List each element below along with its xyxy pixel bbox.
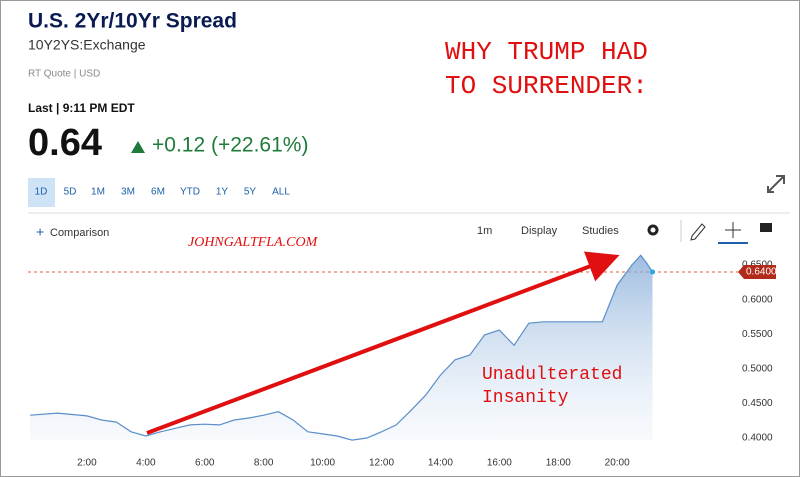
range-active [28, 178, 55, 207]
y-tick-label: 0.5000 [742, 363, 773, 374]
x-tick-label: 12:00 [369, 458, 394, 469]
headline: WHY TRUMP HAD [445, 37, 648, 67]
price: 0.64 [28, 122, 102, 164]
x-tick-label: 16:00 [487, 458, 512, 469]
interval[interactable]: 1m [477, 225, 492, 237]
y-tick-label: 0.4000 [742, 433, 773, 444]
x-tick-label: 20:00 [605, 458, 630, 469]
display[interactable]: Display [521, 225, 558, 237]
area [30, 255, 653, 441]
range-button[interactable]: 1D [35, 187, 48, 198]
expand-icon[interactable] [767, 175, 785, 193]
crosshair-icon[interactable] [725, 222, 741, 238]
plus: + [36, 224, 44, 240]
range-button[interactable]: ALL [272, 187, 290, 198]
settings-icon[interactable] [647, 224, 659, 236]
last-label: 0.6400 [746, 267, 777, 278]
symbol: 10Y2YS:Exchange [28, 37, 146, 53]
note-icon[interactable] [760, 223, 772, 232]
y-tick-label: 0.6000 [742, 294, 773, 305]
note: Insanity [482, 388, 569, 408]
y-tick-label: 0.4500 [742, 398, 773, 409]
range-button[interactable]: YTD [180, 187, 200, 198]
draw-icon[interactable] [690, 223, 706, 241]
headline: TO SURRENDER: [445, 71, 648, 101]
x-tick-label: 4:00 [136, 458, 156, 469]
quote-type: RT Quote | USD [28, 69, 100, 80]
x-tick-label: 2:00 [77, 458, 97, 469]
note: Unadulterated [482, 365, 622, 385]
x-tick-label: 10:00 [310, 458, 335, 469]
x-tick-label: 8:00 [254, 458, 274, 469]
range-button[interactable]: 5D [64, 187, 77, 198]
comparison[interactable]: Comparison [50, 227, 109, 239]
last-point [650, 269, 656, 275]
range-buttons: 1D 5D 1M 3M 6M YTD 1Y 5Y ALL [35, 187, 291, 198]
range-button[interactable]: 3M [121, 187, 135, 198]
studies[interactable]: Studies [582, 225, 619, 237]
last-time: Last | 9:11 PM EDT [28, 101, 135, 115]
last-tag [738, 264, 776, 279]
x-tick-label: 14:00 [428, 458, 453, 469]
range-button[interactable]: 5Y [244, 187, 257, 198]
range-button[interactable]: 6M [151, 187, 165, 198]
title: U.S. 2Yr/10Yr Spread [28, 10, 237, 33]
arrow [146, 251, 620, 435]
x-tick-label: 18:00 [546, 458, 571, 469]
range-button[interactable]: 1Y [216, 187, 229, 198]
change: +0.12 (+22.61%) [152, 134, 308, 157]
y-tick-label: 0.5500 [742, 329, 773, 340]
range-button[interactable]: 1M [91, 187, 105, 198]
x-tick-label: 6:00 [195, 458, 215, 469]
line [30, 254, 654, 441]
plot: 0.40000.45000.50000.55000.60000.65002:00… [28, 254, 777, 469]
up-arrow [131, 141, 145, 153]
source: JOHNGALTFLA.COM [188, 235, 319, 250]
